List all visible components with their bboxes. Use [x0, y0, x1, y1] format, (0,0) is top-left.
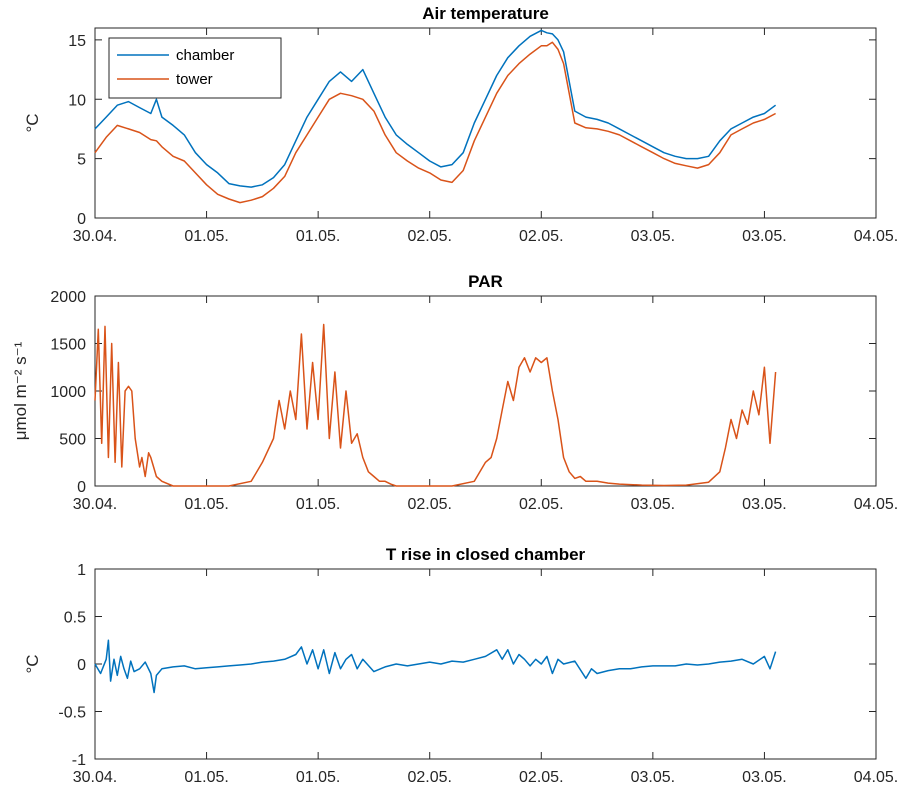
y-tick-label: 1 — [77, 562, 86, 579]
x-tick-label: 03.05. — [631, 769, 675, 786]
y-tick-label: 5 — [77, 152, 86, 169]
legend-label: tower — [176, 71, 213, 88]
x-tick-label: 01.05. — [184, 496, 228, 513]
x-tick-label: 03.05. — [631, 496, 675, 513]
y-axis-label: °C — [23, 113, 42, 132]
y-tick-label: 1000 — [50, 384, 86, 401]
x-tick-label: 02.05. — [519, 496, 563, 513]
y-tick-label: 0 — [77, 479, 86, 496]
x-tick-label: 04.05. — [854, 496, 898, 513]
chart-title: Air temperature — [422, 4, 549, 23]
chart-title: T rise in closed chamber — [386, 545, 586, 564]
x-tick-label: 03.05. — [631, 228, 675, 245]
y-tick-label: 1500 — [50, 337, 86, 354]
series-line-tower — [94, 41, 776, 204]
x-tick-label: 30.04. — [73, 496, 117, 513]
x-tick-label: 30.04. — [73, 769, 117, 786]
y-tick-label: 10 — [68, 92, 86, 109]
x-tick-label: 30.04. — [73, 228, 117, 245]
axes-box — [94, 27, 877, 219]
chart-title: PAR — [468, 272, 503, 291]
y-tick-label: -1 — [72, 752, 86, 769]
x-tick-label: 03.05. — [742, 496, 786, 513]
series-line-series-0 — [94, 323, 777, 487]
x-tick-label: 03.05. — [742, 228, 786, 245]
x-tick-label: 01.05. — [296, 228, 340, 245]
legend-box — [108, 37, 282, 99]
y-tick-label: 15 — [68, 33, 86, 50]
x-tick-label: 04.05. — [854, 228, 898, 245]
panel-0: Air temperature 0 5 10 15 30.04. 01.05. 01.05. 0… — [23, 4, 898, 245]
axes-box — [94, 568, 877, 760]
x-tick-label: 01.05. — [184, 769, 228, 786]
x-tick-label: 02.05. — [407, 496, 451, 513]
x-tick-label: 04.05. — [854, 769, 898, 786]
legend: chamber tower — [108, 37, 282, 99]
axes-box — [94, 295, 877, 487]
y-tick-label: -0.5 — [58, 705, 86, 722]
x-tick-label: 02.05. — [519, 228, 563, 245]
panel-1: PAR 0 500 1000 1500 2000 30.04. 01.05. 01.05. 02.… — [11, 272, 898, 513]
x-tick-label: 02.05. — [407, 228, 451, 245]
legend-label: chamber — [176, 47, 234, 64]
y-tick-label: 2000 — [50, 289, 86, 306]
y-tick-label: 0 — [77, 211, 86, 228]
y-tick-label: 0.5 — [64, 610, 86, 627]
x-tick-label: 02.05. — [407, 769, 451, 786]
x-tick-label: 01.05. — [296, 496, 340, 513]
series-line-chamber — [94, 29, 777, 188]
y-axis-label: °C — [23, 654, 42, 673]
x-tick-label: 01.05. — [184, 228, 228, 245]
y-tick-label: 0 — [77, 657, 86, 674]
x-tick-label: 02.05. — [519, 769, 563, 786]
x-tick-label: 01.05. — [296, 769, 340, 786]
x-tick-label: 03.05. — [742, 769, 786, 786]
panel-2: T rise in closed chamber -1 -0.5 0 0.5 1 30.04… — [23, 545, 898, 786]
y-axis-label: μmol m⁻² s⁻¹ — [11, 341, 30, 440]
series-line-series-0 — [94, 639, 777, 694]
y-tick-label: 500 — [59, 432, 86, 449]
